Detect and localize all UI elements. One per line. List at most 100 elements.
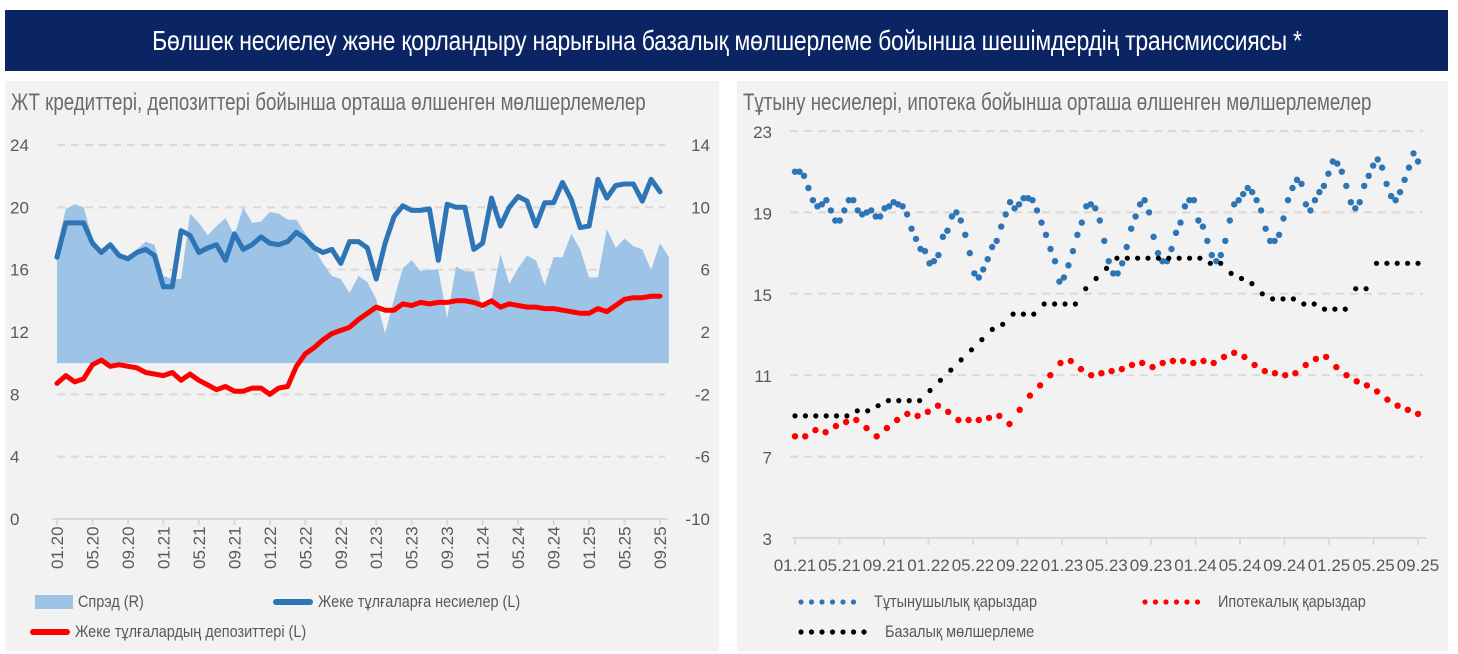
base-rate-dot [1052,301,1058,307]
x-tick-label: 05.24 [1219,556,1262,575]
consumer-loans-dot [1015,201,1023,208]
consumer-loans-dot [1074,231,1081,238]
base-rate-dots-icon [797,622,880,642]
consumer-loans-dot [1033,207,1041,214]
mortgage-loans-dot [1169,357,1177,365]
consumer-loans-dot [966,249,973,257]
y-left-tick-label: 24 [10,136,29,155]
base-rate-dot [1290,296,1296,302]
mortgage-loans-dot [914,412,921,420]
legend-dot [829,629,836,635]
x-tick-label: 09.25 [1397,556,1440,575]
consumer-loans-dot [809,197,817,204]
consumer-loans-dot [948,213,956,220]
consumer-loans-dot [939,233,947,240]
x-tick-label: 01.25 [580,526,599,569]
x-tick-label: 05.23 [1085,556,1128,575]
mortgage-loans-dot [1179,357,1187,365]
base-rate-dot [813,413,819,419]
consumer-loans-dot [1284,197,1292,204]
consumer-loans-dot [944,227,951,234]
y-left-tick-label: 8 [10,385,19,404]
consumer-loans-dot [989,243,996,251]
consumer-loans-dot [850,197,857,204]
x-tick-label: 09.24 [545,526,564,569]
y-right-tick-label: -2 [695,385,710,404]
legend-label-deposits: Жеке тұлғалардың депозиттері (L) [74,621,306,641]
x-tick-label: 09.21 [863,556,906,575]
consumer-loans-dot [1204,237,1211,245]
consumer-loans-dot [805,184,812,192]
consumer-loans-dot [1168,245,1175,253]
consumer-loans-dot [1186,197,1193,204]
consumer-loans-dot [1244,184,1251,192]
base-rate-dot [1083,286,1089,292]
x-tick-label: 05.23 [403,526,422,569]
consumer-loans-dot [1387,192,1395,200]
mortgage-loans-dot [1057,359,1064,367]
consumer-loans-dot [980,266,987,273]
x-tick-label: 09.23 [1130,556,1173,575]
base-rate-dot [1228,270,1234,276]
consumer-loans-dot [1042,231,1050,238]
base-rate-dot [1321,306,1328,312]
consumer-loans-dot [912,235,920,243]
consumer-loans-dot [872,213,879,220]
mortgage-loans-dot [924,408,931,415]
consumer-loans-dot [1392,197,1399,204]
consumer-loans-dot [1365,172,1372,179]
consumer-loans-dot [1383,180,1390,188]
legend-dot [850,629,857,635]
base-rate-dot [1332,306,1338,312]
mortgage-loans-dot [1353,378,1360,385]
y-tick-label: 7 [763,449,772,468]
base-rate-dot [1218,260,1224,266]
base-rate-dot [937,377,943,383]
x-tick-label: 05.22 [952,556,995,575]
mortgage-loans-dot [1363,382,1371,389]
base-rate-dot [1187,255,1193,261]
y-left-tick-label: 16 [10,261,29,280]
consumer-loans-dot [1347,199,1354,206]
legend-dot [798,629,804,635]
consumer-loans-dot [1253,197,1260,204]
legend-dot [808,599,815,605]
base-rate-dot [1394,260,1400,266]
consumer-loans-dot [796,168,803,175]
loans-line [54,176,663,290]
legend-item-base-rate: Базалық мөлшерлеме [797,621,1060,642]
consumer-loans-dot [1154,249,1162,257]
base-rate-dot [1062,301,1068,307]
legend-dot [798,599,804,605]
legend-label-mortgage: Ипотекалық қарыздар [1217,591,1366,611]
x-tick-label: 09.22 [332,526,351,569]
legend-item-mortgage: Ипотекалық қарыздар [1141,591,1392,612]
y-right-tick-label: 6 [701,261,710,280]
consumer-loans-dot [1266,237,1274,245]
mortgage-loans-dot [1190,359,1197,367]
base-rate-dot [896,398,902,404]
y-right-tick-label: 14 [691,136,710,155]
mortgage-loans-dot [1271,370,1279,377]
base-rate-dot [968,347,975,353]
consumer-loans-dot [1307,207,1314,214]
y-tick-label: 3 [763,530,772,549]
base-rate-dot [844,413,850,419]
consumer-loans-dot [1401,176,1408,183]
consumer-loans-dot [877,213,884,220]
consumer-loans-dot [1136,201,1144,208]
consumer-loans-dot [1334,160,1341,167]
y-tick-label: 23 [753,123,772,142]
y-left-tick-label: 0 [10,510,19,529]
mortgage-loans-dot [873,433,880,440]
mortgage-loans-dot [1384,396,1391,403]
consumer-loans-dot [1213,258,1220,265]
mortgage-loans-dot [863,424,870,432]
consumer-loans-dot [1056,278,1063,285]
legend-dot [850,599,857,605]
consumer-loans-dot [1172,229,1180,236]
base-rate-dot [1249,281,1255,287]
consumer-loans-dot [1414,158,1422,165]
consumer-loans-dot [1006,199,1014,206]
legend-dot [1152,599,1159,605]
